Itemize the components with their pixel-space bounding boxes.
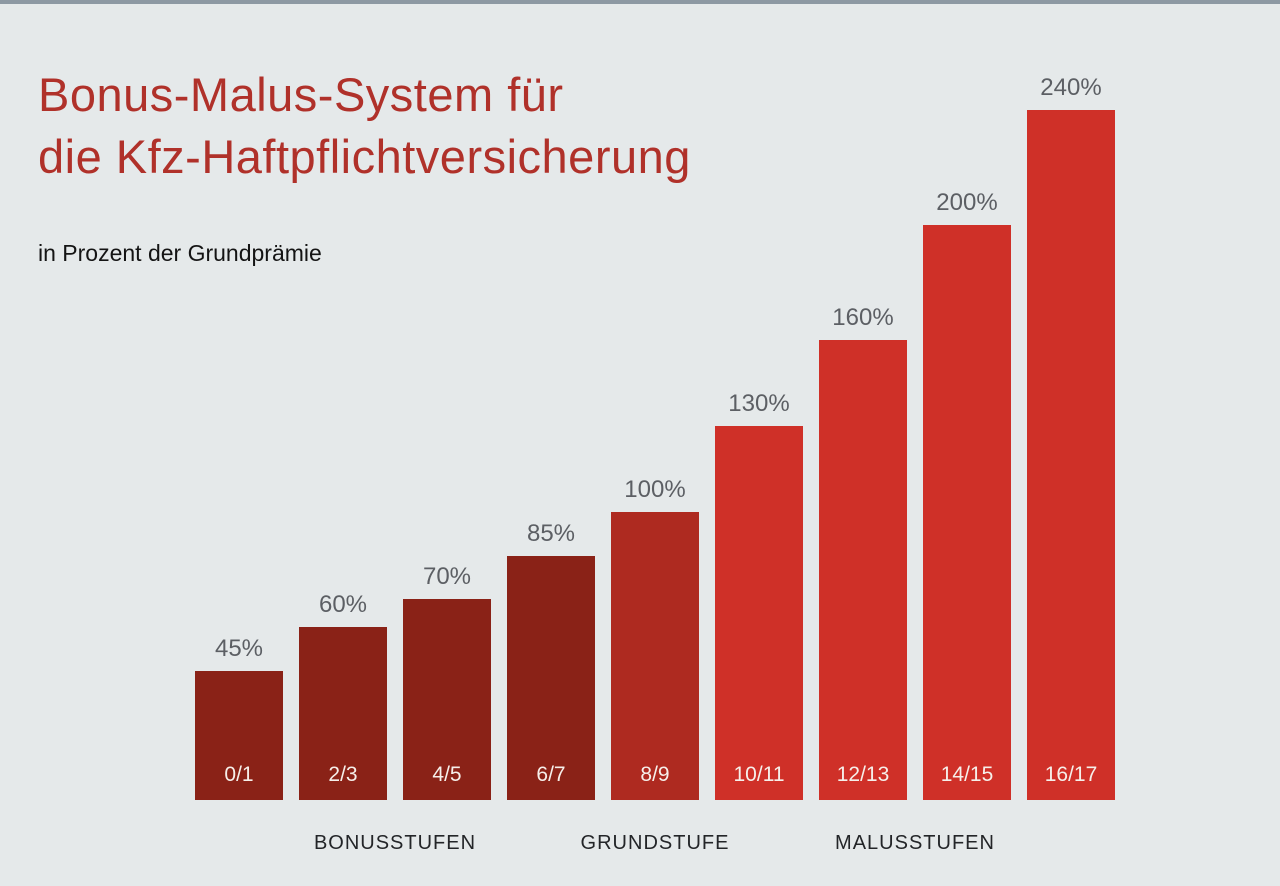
bar-value-label: 160% [832,304,894,331]
bar-category-label: 10/11 [733,763,785,786]
bar-category-label: 14/15 [940,763,994,786]
bar-14-15: 14/15 [923,225,1011,800]
bar-category-label: 12/13 [836,763,890,786]
bar-category-label: 0/1 [224,763,254,786]
bar-value-label: 240% [1040,74,1102,101]
bar-value-label: 45% [214,635,264,662]
bar-category-label: 16/17 [1044,763,1098,786]
bar-0-1: 0/1 [195,671,283,800]
group-label-bonusstufen: BONUSSTUFEN [313,832,477,854]
bar-value-label: 100% [624,476,686,503]
bar-8-9: 8/9 [611,512,699,800]
bar-6-7: 6/7 [507,556,595,800]
bar-value-label: 130% [728,390,790,417]
bar-2-3: 2/3 [299,627,387,800]
bar-value-label: 200% [936,189,998,216]
bar-category-label: 8/9 [640,763,670,786]
chart-subtitle: in Prozent der Grundprämie [38,240,322,266]
chart-title: Bonus-Malus-System für die Kfz-Haftpflich… [38,64,691,188]
bar-category-label: 6/7 [536,763,566,786]
group-label-grundstufe: GRUNDSTUFE [580,832,730,854]
chart-title-line-1: Bonus-Malus-System für [38,68,564,121]
bar-value-label: 70% [422,563,472,590]
bar-value-label: 60% [318,591,368,618]
bar-value-label: 85% [526,520,576,547]
bar-16-17: 16/17 [1027,110,1115,800]
bar-category-label: 4/5 [432,763,462,786]
bar-10-11: 10/11 [715,426,803,800]
top-accent-strip [0,0,1280,4]
group-label-malusstufen: MALUSSTUFEN [835,832,995,854]
bar-4-5: 4/5 [403,599,491,800]
bar-12-13: 12/13 [819,340,907,800]
chart-title-line-2: die Kfz-Haftpflichtversicherung [38,130,691,183]
bar-category-label: 2/3 [328,763,358,786]
